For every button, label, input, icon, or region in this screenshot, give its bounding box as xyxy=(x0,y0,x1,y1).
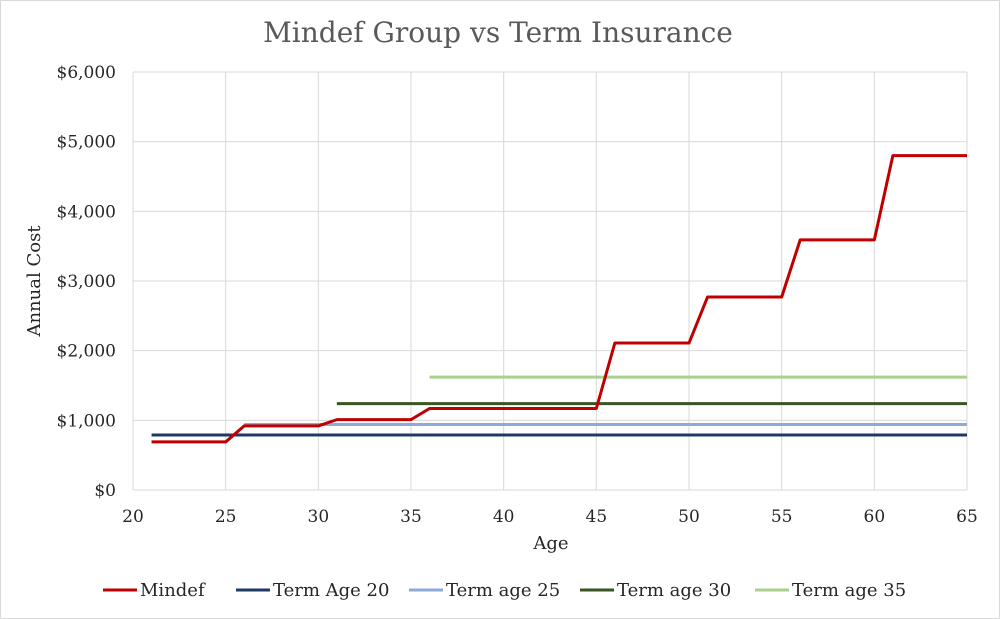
x-tick-label: 20 xyxy=(122,507,144,527)
y-tick-label: $5,000 xyxy=(57,133,116,153)
grid xyxy=(132,71,968,491)
x-tick-label: 55 xyxy=(771,507,793,527)
legend-label-term-age-25: Term age 25 xyxy=(446,580,560,601)
legend-label-term-age-20: Term Age 20 xyxy=(273,580,389,601)
legend-label-term-age-30: Term age 30 xyxy=(617,580,731,601)
chart-title: Mindef Group vs Term Insurance xyxy=(263,16,733,49)
x-tick-label: 50 xyxy=(678,507,700,527)
y-tick-label: $0 xyxy=(94,481,116,501)
x-tick-label: 60 xyxy=(864,507,886,527)
x-tick-label: 40 xyxy=(493,507,515,527)
series-lines xyxy=(151,154,967,444)
y-tick-labels: $0 $1,000 $2,000 $3,000 $4,000 $5,000 $6,000 xyxy=(57,63,116,501)
legend-label-mindef: Mindef xyxy=(140,580,206,601)
x-tick-label: 65 xyxy=(956,507,978,527)
y-tick-label: $6,000 xyxy=(57,63,116,83)
x-tick-labels: 20 25 30 35 40 45 50 55 60 65 xyxy=(122,507,978,527)
y-axis-label: Annual Cost xyxy=(24,225,45,338)
y-tick-label: $3,000 xyxy=(57,272,116,292)
x-tick-label: 25 xyxy=(215,507,237,527)
x-tick-label: 45 xyxy=(586,507,608,527)
series-line-mindef xyxy=(151,154,967,444)
y-tick-label: $2,000 xyxy=(57,342,116,362)
legend: Mindef Term Age 20 Term age 25 Term age 30 T… xyxy=(103,580,906,601)
legend-label-term-age-35: Term age 35 xyxy=(792,580,906,601)
y-tick-label: $4,000 xyxy=(57,202,116,222)
y-tick-label: $1,000 xyxy=(57,411,116,431)
x-tick-label: 35 xyxy=(400,507,422,527)
x-axis-label: Age xyxy=(532,533,568,554)
x-tick-label: 30 xyxy=(308,507,330,527)
